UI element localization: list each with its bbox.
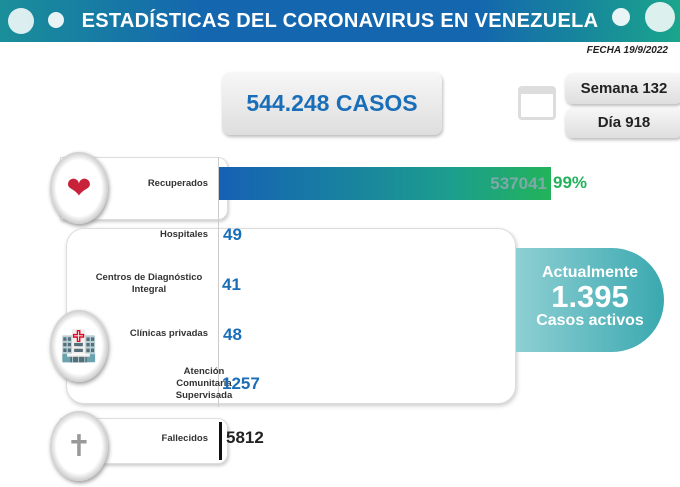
active-cases-number: 1.395 (551, 279, 629, 314)
cdi-value: 41 (222, 275, 241, 294)
bubble-line1: Actualmente (541, 264, 639, 281)
tombstone-icon: ✝ (50, 411, 108, 481)
hospital-icon: 🏥 (50, 310, 108, 382)
week-badge: Semana 132 (565, 73, 680, 104)
day-badge: Día 918 (565, 108, 680, 138)
recovered-value: 537041 (490, 174, 547, 193)
recovered-percent: 99% (553, 173, 588, 192)
deaths-value: 5812 (226, 428, 264, 447)
active-cases-panel (66, 228, 516, 404)
deaths-bar (219, 422, 222, 460)
recovered-bar: 537041 (219, 167, 551, 200)
cdi-label: Centros de Diagnóstico Integral (95, 272, 203, 295)
deaths-label: Fallecidos (161, 433, 208, 444)
header-banner: ESTADÍSTICAS DEL CORONAVIRUS EN VENEZUEL… (0, 0, 680, 42)
calendar-icon (518, 86, 556, 120)
active-cases-bubble: Actualmente 1.395 Casos activos (516, 248, 664, 352)
recovered-label: Recuperados (147, 178, 208, 189)
community-care-value: 1257 (222, 374, 260, 393)
virus-icon (612, 8, 630, 26)
hospitals-value: 49 (223, 225, 242, 244)
community-care-label: Atención Comunitaria Supervisada (175, 366, 233, 401)
bubble-line3: Casos activos (536, 312, 644, 329)
page-title: ESTADÍSTICAS DEL CORONAVIRUS EN VENEZUEL… (81, 10, 599, 32)
virus-icon (8, 8, 34, 34)
private-clinics-label: Clínicas privadas (129, 328, 208, 339)
virus-icon (48, 12, 64, 28)
private-clinics-value: 48 (223, 325, 242, 344)
virus-icon (645, 2, 675, 32)
divider (218, 157, 219, 407)
hospitals-label: Hospitales (159, 229, 208, 240)
heart-pulse-icon: ❤ (50, 152, 108, 224)
total-cases: 544.248 CASOS (222, 72, 442, 135)
date-label: FECHA 19/9/2022 (586, 45, 668, 56)
